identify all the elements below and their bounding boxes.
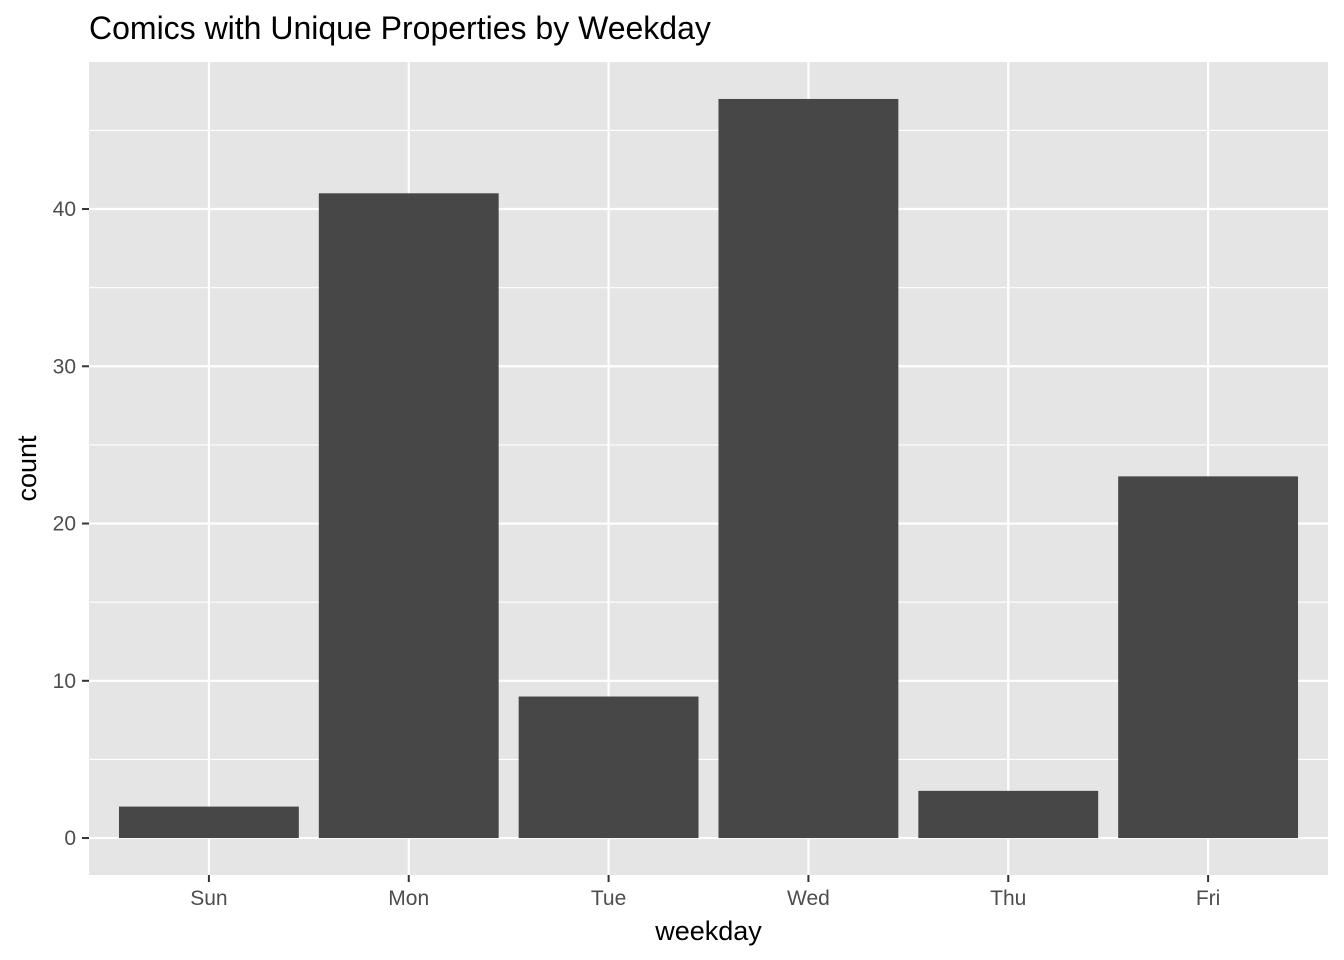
- x-tick-label: Thu: [990, 887, 1026, 910]
- x-tick-label: Fri: [1196, 887, 1221, 910]
- bar-thu: [918, 790, 1099, 839]
- y-axis: 0 10 20 30 40: [53, 198, 89, 850]
- bar-mon: [318, 193, 499, 839]
- y-tick-label: 0: [64, 827, 76, 850]
- y-axis-title: count: [12, 435, 42, 502]
- x-tick-label: Mon: [388, 887, 429, 910]
- x-tick-label: Sun: [190, 887, 227, 910]
- bar-tue: [518, 696, 699, 839]
- x-tick-label: Tue: [591, 887, 626, 910]
- chart-title: Comics with Unique Properties by Weekday: [89, 10, 711, 46]
- y-tick-label: 40: [53, 198, 76, 221]
- bars: [118, 98, 1299, 839]
- x-tick-label: Wed: [787, 887, 830, 910]
- y-tick-label: 20: [53, 513, 76, 536]
- x-axis-title: weekday: [654, 916, 762, 946]
- bar-sun: [118, 806, 299, 839]
- bar-wed: [718, 98, 899, 839]
- y-tick-label: 30: [53, 355, 76, 378]
- bar-fri: [1118, 476, 1299, 839]
- x-axis: Sun Mon Tue Wed Thu Fri: [190, 875, 1220, 910]
- y-tick-label: 10: [53, 670, 76, 693]
